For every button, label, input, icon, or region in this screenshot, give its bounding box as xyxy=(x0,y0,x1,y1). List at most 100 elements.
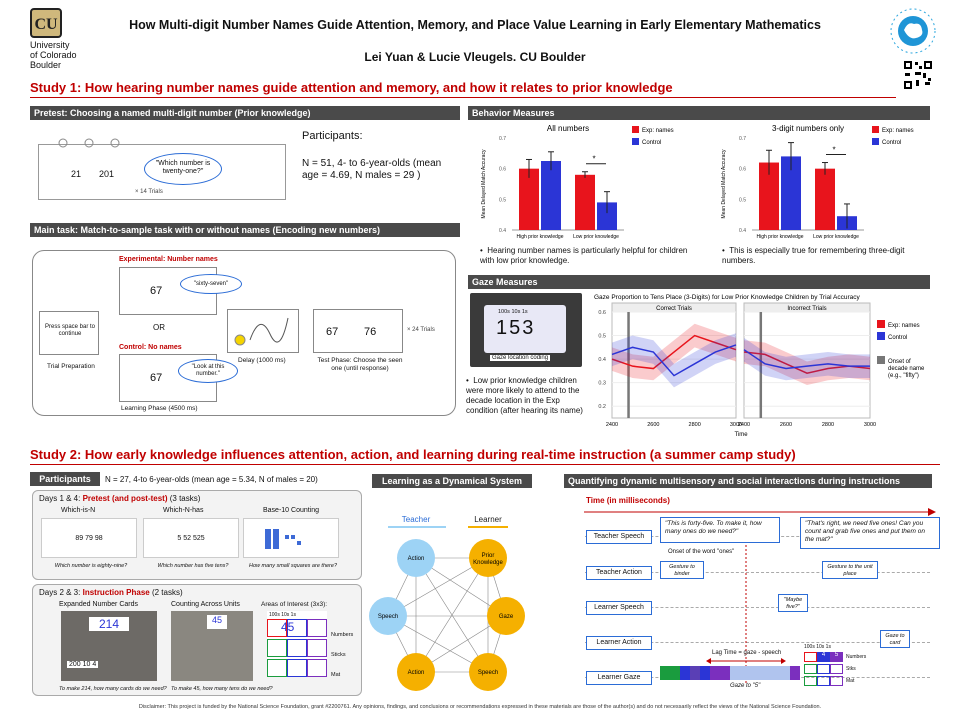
photo-caption: Gaze location coding xyxy=(490,355,551,361)
aoi-cell xyxy=(307,659,327,677)
y-tick-label: 0.4 xyxy=(499,228,506,234)
maybe-bubble: "Maybe five?" xyxy=(778,594,808,612)
test-num-b: 76 xyxy=(364,326,377,338)
y-tick-label: 0.6 xyxy=(499,167,506,173)
gaze-segment xyxy=(670,666,680,680)
gaze-segment xyxy=(700,666,710,680)
pretest-num-a: 21 xyxy=(71,169,82,179)
y-tick-label: 0.3 xyxy=(598,381,606,387)
task-question: How many small squares are there? xyxy=(248,563,338,569)
gaze-line-chart: Gaze Proportion to Tens Place (3-Digits)… xyxy=(594,294,925,438)
aoi-label: Areas of Interest (3x3): xyxy=(261,601,328,608)
lab-logo xyxy=(888,6,938,56)
legend-label: Control xyxy=(888,335,907,341)
timeline-row-label: Learner Action xyxy=(586,636,652,650)
behavior-bullet-2: • This is especially true for rememberin… xyxy=(722,246,905,265)
legend-swatch xyxy=(877,332,885,340)
gaze5-label: Gaze to "5" xyxy=(730,683,761,689)
x-tick-label: High prior knowledge xyxy=(517,234,564,240)
x-tick-label: Low prior knowledge xyxy=(813,234,859,240)
card-num: 214 xyxy=(89,617,129,631)
x-tick-label: 2600 xyxy=(647,422,659,428)
gaze-title: Gaze Measures xyxy=(468,275,930,289)
node-label: Action xyxy=(408,670,425,676)
graph-edge xyxy=(415,557,489,673)
svg-text:CU: CU xyxy=(34,16,58,33)
panel-label: Incorrect Trials xyxy=(787,306,826,312)
bar xyxy=(815,168,835,230)
mini-cell xyxy=(830,664,843,674)
gaze-strip xyxy=(660,666,800,680)
cards-photo: 214 200 10 4 xyxy=(61,611,157,681)
chart-title: All numbers xyxy=(547,124,589,133)
qr-code[interactable] xyxy=(903,60,933,90)
days14-panel: Days 1 & 4: Pretest (and post-test) (3 t… xyxy=(32,490,362,580)
mini-cell xyxy=(804,664,817,674)
mini-cell-digit: 4 xyxy=(817,652,830,662)
participants-text: N = 51, 4- to 6-year-olds (mean age = 4.… xyxy=(302,158,442,181)
aoi-cell xyxy=(287,619,307,637)
photo-num: 153 xyxy=(496,317,536,339)
x-tick-label: 2400 xyxy=(606,422,618,428)
legend-swatch xyxy=(877,356,885,364)
learner-underline xyxy=(468,526,508,528)
tablet-screen: 100s 10s 1s 153 xyxy=(484,305,566,353)
aoi-row-labels: Numbers Sticks Mat xyxy=(331,632,354,678)
legend-label: Exp: names xyxy=(642,128,674,134)
y-tick-label: 0.2 xyxy=(598,404,606,410)
task-card: 89 79 98 xyxy=(41,518,137,558)
test-trials: × 24 Trials xyxy=(407,327,435,333)
gaze-segment xyxy=(710,666,720,680)
mini-row-labels: Numbers Stks Mat xyxy=(846,654,867,684)
pretest-trials: × 14 Trials xyxy=(135,189,163,195)
aoi-cell xyxy=(307,619,327,637)
bullet-dot: • xyxy=(480,246,488,255)
press-space-screen: Press space bar to continue xyxy=(39,311,99,355)
y-tick-label: 0.6 xyxy=(739,167,746,173)
pretest-num-b: 201 xyxy=(99,169,115,179)
press-space-text: Press space bar to continue xyxy=(44,324,96,337)
series-line xyxy=(743,349,870,370)
bar xyxy=(575,174,595,230)
y-axis-label: Mean Delayed Match Accuracy xyxy=(481,149,487,218)
card-small: 200 10 4 xyxy=(67,661,99,668)
brain-logo-icon xyxy=(890,8,936,54)
exp-screen: 67 "sixty-seven" xyxy=(119,267,242,315)
x-tick-label: 3000 xyxy=(730,422,742,428)
timeline-row-label: Learner Gaze xyxy=(586,671,652,685)
legend-label: Control xyxy=(882,140,901,146)
pretest-bubble: "Which number is twenty-one?" xyxy=(144,153,222,185)
qr-code-icon xyxy=(903,60,933,90)
footer-disclaimer: Disclaimer: This project is funded by th… xyxy=(138,704,822,710)
quote1: "This is forty-five. To make it, how man… xyxy=(660,517,780,543)
learner-label: Learner xyxy=(474,515,502,524)
node-label: Action xyxy=(408,556,425,562)
aoi-cell xyxy=(267,639,287,657)
task-name: Which-N-has xyxy=(163,507,204,514)
bar-chart-3-digit: 3-digit numbers only Mean Delayed Match A… xyxy=(721,124,914,240)
panel-label: Correct Trials xyxy=(656,306,692,312)
lag-label: Lag Time = gaze - speech xyxy=(712,650,782,656)
legend-swatch xyxy=(872,126,879,133)
x-tick-label: 2600 xyxy=(780,422,792,428)
legend-label: Onset of decade name (e.g., "fifty") xyxy=(888,359,925,379)
bullet-dot: • xyxy=(466,376,474,385)
gaze-card-bubble: Gaze to card xyxy=(880,630,910,648)
q2: To make 45, how many tens do we need? xyxy=(171,686,273,692)
ctrl-screen: 67 "Look at this number." xyxy=(119,354,238,402)
node-label: Prior Knowledge xyxy=(473,553,503,566)
main-task-panel: Experimental: Number names 67 "sixty-sev… xyxy=(32,250,456,416)
x-tick-label: High prior knowledge xyxy=(757,234,804,240)
legend-label: Control xyxy=(642,140,661,146)
y-tick-label: 0.5 xyxy=(499,197,506,203)
mini-cell-digit: 5 xyxy=(830,652,843,662)
gaze-segment xyxy=(680,666,690,680)
gesture1: Gesture to binder xyxy=(660,561,704,579)
x-tick-label: Low prior knowledge xyxy=(573,234,619,240)
or-text: OR xyxy=(153,323,165,332)
graph-node xyxy=(397,539,435,577)
mini-cell xyxy=(817,676,830,686)
aoi-cell xyxy=(287,639,307,657)
panel-frame xyxy=(743,311,871,419)
gaze-photo: 100s 10s 1s 153 Gaze location coding xyxy=(470,293,582,367)
